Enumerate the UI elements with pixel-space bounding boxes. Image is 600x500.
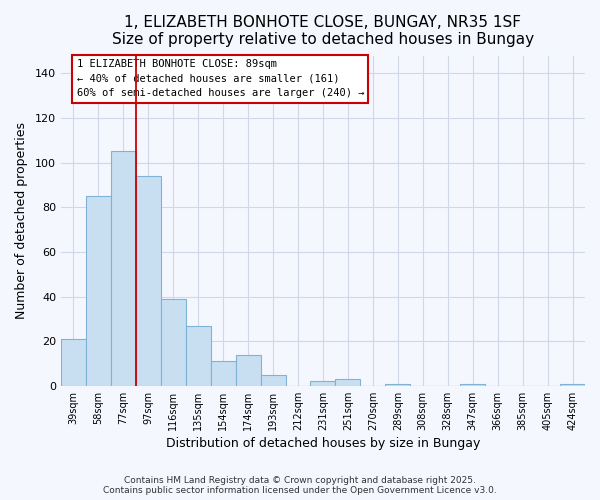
- Bar: [335, 379, 361, 386]
- Y-axis label: Number of detached properties: Number of detached properties: [15, 122, 28, 319]
- Bar: [310, 382, 335, 386]
- X-axis label: Distribution of detached houses by size in Bungay: Distribution of detached houses by size …: [166, 437, 480, 450]
- Bar: [186, 326, 211, 386]
- Bar: [111, 152, 136, 386]
- Bar: [136, 176, 161, 386]
- Text: Contains HM Land Registry data © Crown copyright and database right 2025.
Contai: Contains HM Land Registry data © Crown c…: [103, 476, 497, 495]
- Bar: [161, 299, 186, 386]
- Bar: [385, 384, 410, 386]
- Title: 1, ELIZABETH BONHOTE CLOSE, BUNGAY, NR35 1SF
Size of property relative to detach: 1, ELIZABETH BONHOTE CLOSE, BUNGAY, NR35…: [112, 15, 534, 48]
- Bar: [260, 374, 286, 386]
- Bar: [211, 362, 236, 386]
- Bar: [236, 354, 260, 386]
- Text: 1 ELIZABETH BONHOTE CLOSE: 89sqm
← 40% of detached houses are smaller (161)
60% : 1 ELIZABETH BONHOTE CLOSE: 89sqm ← 40% o…: [77, 59, 364, 98]
- Bar: [460, 384, 485, 386]
- Bar: [560, 384, 585, 386]
- Bar: [86, 196, 111, 386]
- Bar: [61, 339, 86, 386]
